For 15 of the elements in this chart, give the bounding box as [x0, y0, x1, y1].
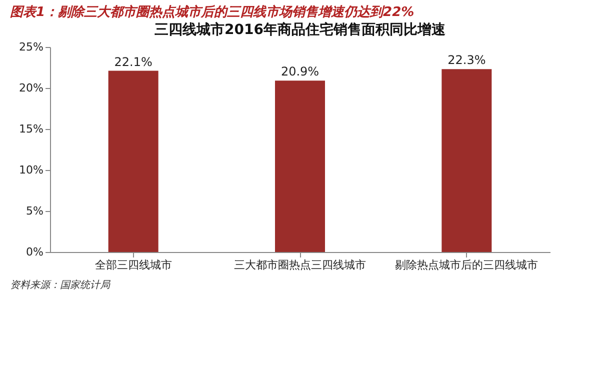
x-tick-label: 三大都市圈热点三四线城市: [234, 258, 366, 272]
y-tick-label: 0%: [26, 246, 44, 258]
x-tick-label: 剔除热点城市后的三四线城市: [395, 258, 538, 272]
y-tick-label: 25%: [19, 40, 44, 54]
x-tick-label: 全部三四线城市: [94, 258, 172, 272]
y-tick-label: 15%: [19, 122, 44, 136]
data-label: 20.9%: [280, 64, 320, 79]
text: 资料来源：国家统计局: [10, 279, 111, 291]
y-tick-label: 10%: [19, 164, 44, 176]
chart-subtitle: 三四线城市2016年商品住宅销售面积同比增速: [154, 21, 446, 38]
y-tick-label: 5%: [26, 204, 44, 218]
y-tick-label: 20%: [19, 82, 44, 94]
data-label: 22.3%: [448, 53, 486, 68]
data-label: 22.1%: [114, 54, 152, 69]
chart-title: 图表1：剔除三大都市圈热点城市后的三四线市场销售增速仍达到22%: [10, 4, 414, 20]
